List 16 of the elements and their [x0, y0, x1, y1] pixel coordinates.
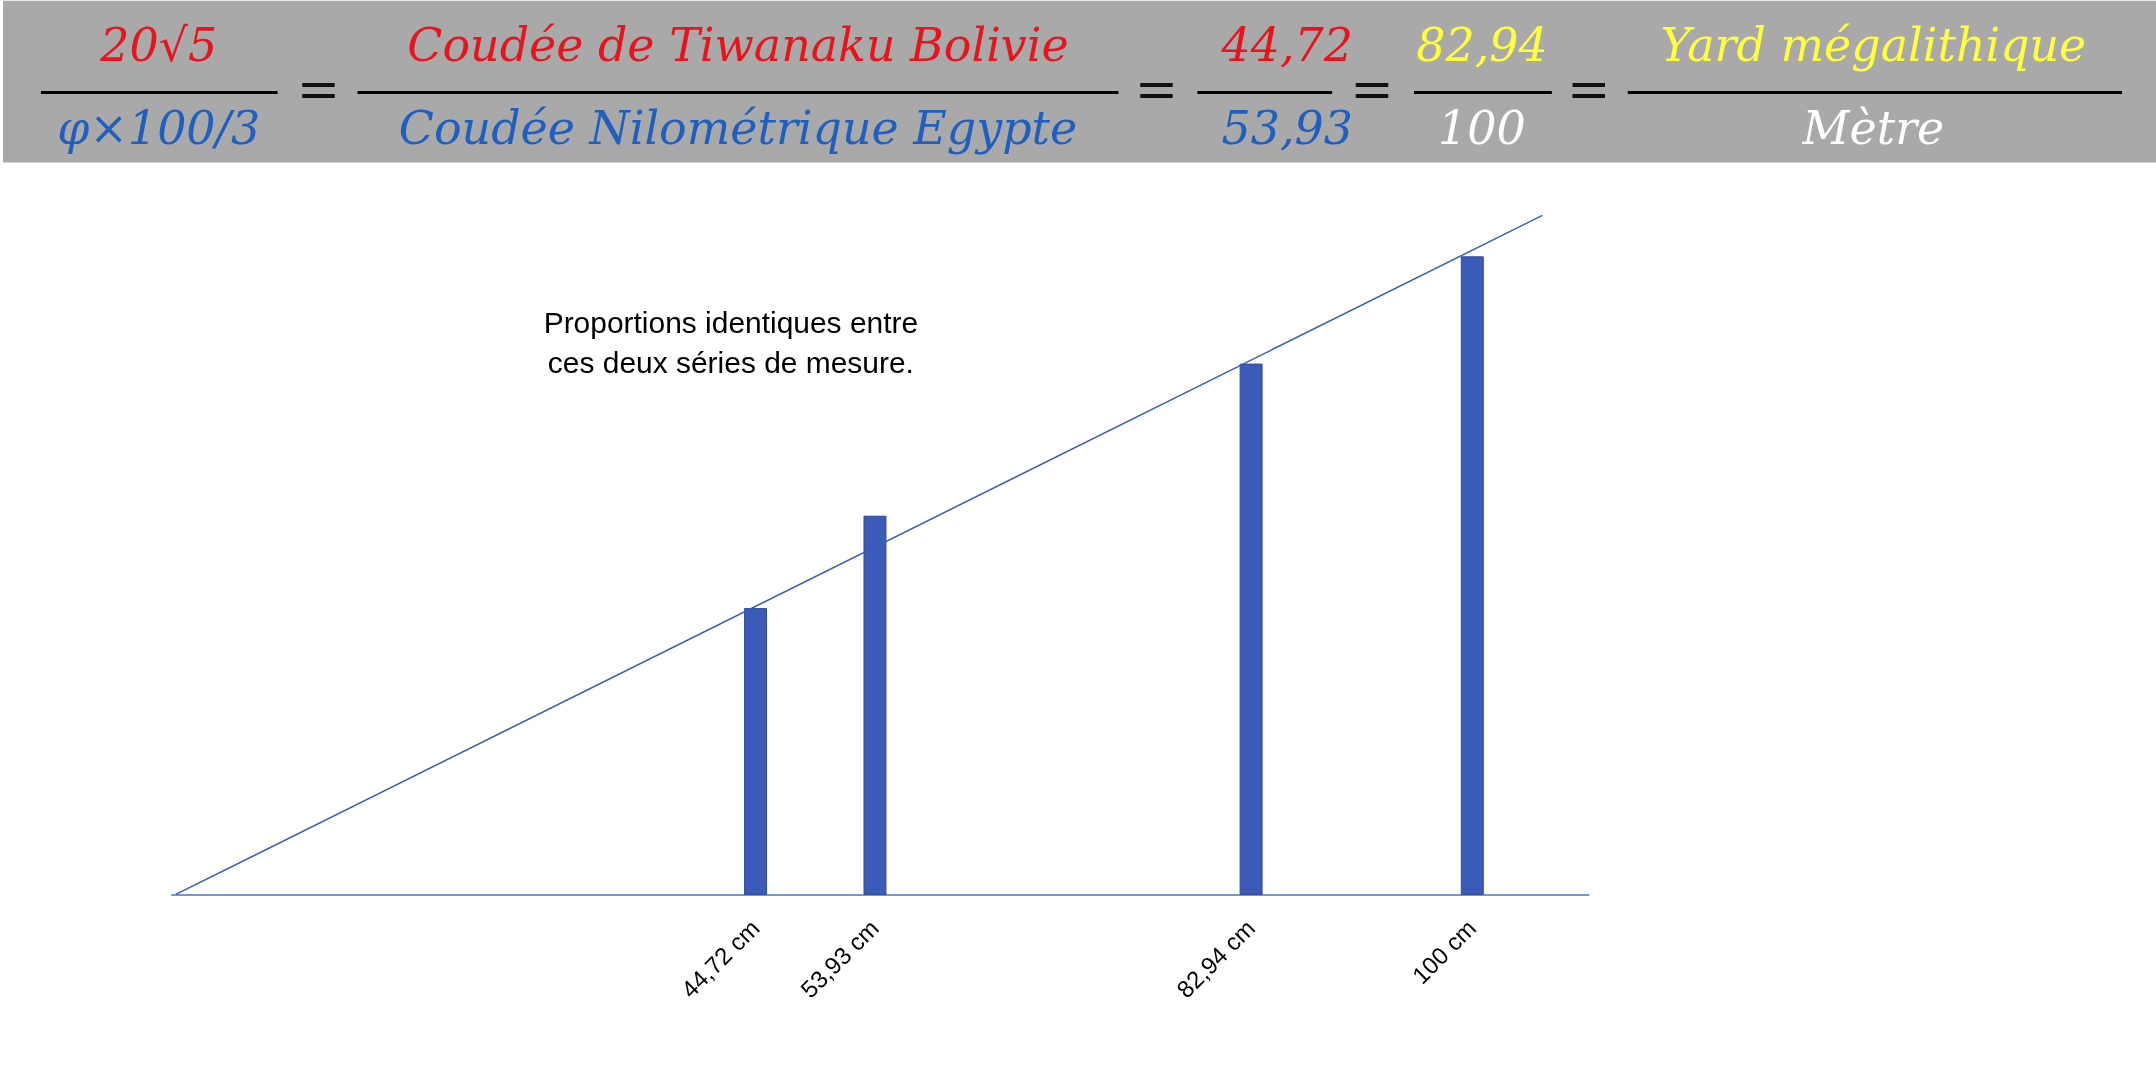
text: 53,93 [1221, 101, 1353, 156]
annotation: Proportions identiques entre ces deux séries de mesure. [543, 306, 919, 379]
text: Mètre [1801, 101, 1945, 156]
text: 44,72 [1220, 17, 1353, 72]
text: = [1567, 58, 1611, 119]
text: φ×100/3 [57, 101, 261, 156]
text: 100 [1438, 101, 1526, 156]
text: Coudée de Tiwanaku Bolivie [407, 17, 1069, 72]
text: = [1350, 58, 1394, 119]
text: Coudée Nilométrique Egypte [398, 101, 1078, 156]
text: Yard mégalithique [1660, 17, 2087, 72]
text: = [1134, 58, 1179, 119]
text: 82,94 [1416, 17, 1548, 72]
text: = [296, 58, 341, 119]
x-tick-label: 100 cm [1406, 914, 1482, 989]
text: 20√5 [99, 17, 218, 72]
